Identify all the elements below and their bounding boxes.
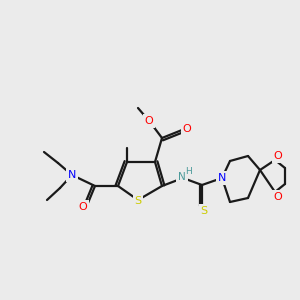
- Text: H: H: [186, 167, 192, 176]
- Text: O: O: [183, 124, 191, 134]
- Text: S: S: [134, 196, 142, 206]
- Text: O: O: [79, 202, 87, 212]
- Text: N: N: [68, 170, 76, 180]
- Text: S: S: [200, 206, 208, 216]
- Text: O: O: [274, 151, 282, 161]
- Text: O: O: [145, 116, 153, 126]
- Text: O: O: [274, 192, 282, 202]
- Text: N: N: [178, 172, 186, 182]
- Text: N: N: [218, 173, 226, 183]
